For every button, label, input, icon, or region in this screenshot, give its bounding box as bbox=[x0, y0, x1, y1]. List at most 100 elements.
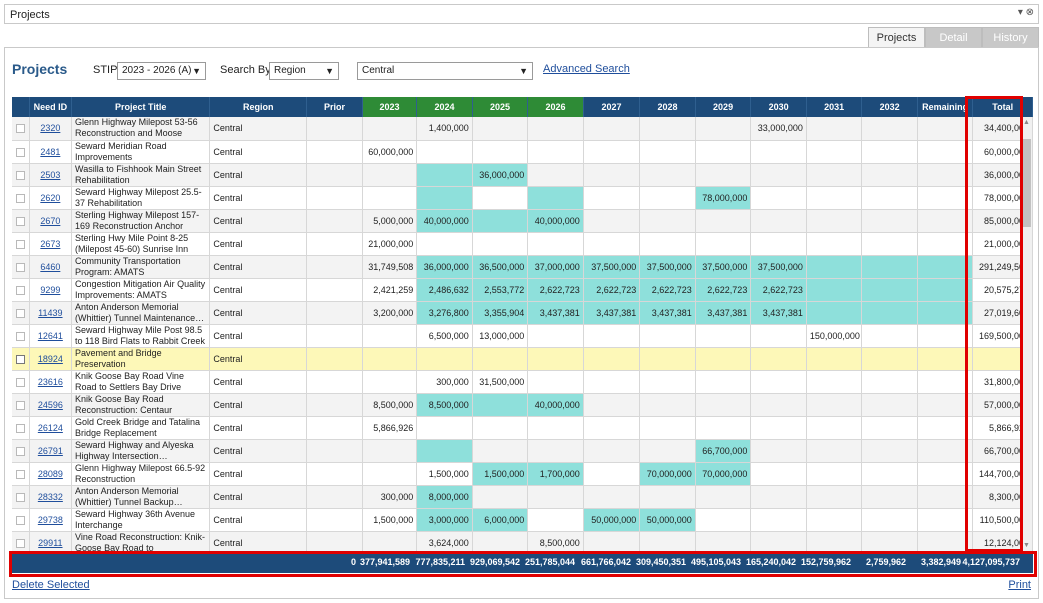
stip-select[interactable]: 2023 - 2026 (A) ▼ bbox=[117, 62, 206, 80]
print-link[interactable]: Print bbox=[1008, 579, 1031, 591]
project-title-cell: Congestion Mitigation Air Quality Improv… bbox=[71, 278, 211, 302]
amount-cell bbox=[306, 508, 363, 532]
col-header-2031[interactable]: 2031 bbox=[806, 97, 863, 117]
col-header-2024[interactable]: 2024 bbox=[416, 97, 473, 117]
row-checkbox[interactable] bbox=[15, 239, 25, 249]
need-id-link[interactable]: 2620 bbox=[29, 186, 73, 210]
row-checkbox[interactable] bbox=[15, 147, 25, 157]
need-id-link[interactable]: 28089 bbox=[29, 462, 73, 486]
table-row[interactable]: 29911 Vine Road Reconstruction: Knik-Goos… bbox=[12, 531, 1033, 555]
need-id-link[interactable]: 18924 bbox=[29, 347, 73, 371]
amount-cell bbox=[750, 140, 807, 164]
table-row[interactable]: 18924 Pavement and Bridge Preservation Cen… bbox=[12, 347, 1033, 371]
table-row[interactable]: 6460 Community Transportation Program: AM… bbox=[12, 255, 1033, 279]
row-checkbox[interactable] bbox=[15, 515, 25, 525]
row-checkbox[interactable] bbox=[15, 492, 25, 502]
scrollbar-thumb[interactable] bbox=[1023, 139, 1031, 227]
col-header-2030[interactable]: 2030 bbox=[750, 97, 807, 117]
row-checkbox[interactable] bbox=[15, 446, 25, 456]
row-checkbox[interactable] bbox=[15, 400, 25, 410]
col-header-project-title[interactable]: Project Title bbox=[71, 97, 211, 117]
advanced-search-link[interactable]: Advanced Search bbox=[543, 63, 630, 75]
col-header-region[interactable]: Region bbox=[209, 97, 308, 117]
amount-cell bbox=[639, 393, 696, 417]
row-checkbox[interactable] bbox=[15, 423, 25, 433]
col-header-need-id[interactable]: Need ID bbox=[29, 97, 73, 117]
table-row[interactable]: 26124 Gold Creek Bridge and Tatalina Brid… bbox=[12, 416, 1033, 440]
col-header-remaining[interactable]: Remaining bbox=[917, 97, 974, 117]
table-row[interactable]: 28332 Anton Anderson Memorial (Whittier) … bbox=[12, 485, 1033, 509]
amount-cell bbox=[695, 140, 752, 164]
need-id-link[interactable]: 2673 bbox=[29, 232, 73, 256]
col-header-2026[interactable]: 2026 bbox=[527, 97, 584, 117]
need-id-link[interactable]: 26124 bbox=[29, 416, 73, 440]
row-checkbox[interactable] bbox=[15, 331, 25, 341]
col-header-2025[interactable]: 2025 bbox=[472, 97, 529, 117]
table-row[interactable]: 24596 Knik Goose Bay Road Reconstruction:… bbox=[12, 393, 1033, 417]
delete-selected-link[interactable]: Delete Selected bbox=[12, 579, 90, 591]
row-checkbox[interactable] bbox=[15, 216, 25, 226]
table-row[interactable]: 2481 Seward Meridian Road Improvements Cen… bbox=[12, 140, 1033, 164]
need-id-link[interactable]: 24596 bbox=[29, 393, 73, 417]
amount-cell bbox=[917, 508, 974, 532]
search-by-select[interactable]: Region ▼ bbox=[269, 62, 339, 80]
need-id-link[interactable]: 9299 bbox=[29, 278, 73, 302]
row-checkbox[interactable] bbox=[15, 285, 25, 295]
need-id-link[interactable]: 2670 bbox=[29, 209, 73, 233]
window-controls-icon[interactable]: ▾ ⊗ bbox=[1017, 7, 1034, 18]
need-id-link[interactable]: 23616 bbox=[29, 370, 73, 394]
need-id-link[interactable]: 2503 bbox=[29, 163, 73, 187]
tab-history[interactable]: History bbox=[982, 27, 1039, 48]
project-title-cell: Seward Highway and Alyeska Highway Inter… bbox=[71, 439, 211, 463]
col-header-2027[interactable]: 2027 bbox=[583, 97, 641, 117]
amount-cell bbox=[806, 232, 863, 256]
table-row[interactable]: 9299 Congestion Mitigation Air Quality Im… bbox=[12, 278, 1033, 302]
need-id-link[interactable]: 28332 bbox=[29, 485, 73, 509]
scroll-down-icon[interactable]: ▼ bbox=[1023, 542, 1030, 549]
row-checkbox[interactable] bbox=[15, 354, 25, 364]
amount-cell bbox=[527, 416, 584, 440]
col-header-2028[interactable]: 2028 bbox=[639, 97, 696, 117]
amount-cell: 13,000,000 bbox=[472, 324, 529, 348]
row-checkbox[interactable] bbox=[15, 308, 25, 318]
amount-cell bbox=[917, 485, 974, 509]
tab-detail[interactable]: Detail bbox=[925, 27, 982, 48]
need-id-link[interactable]: 2481 bbox=[29, 140, 73, 164]
row-checkbox[interactable] bbox=[15, 124, 25, 134]
need-id-link[interactable]: 11439 bbox=[29, 301, 73, 325]
need-id-link[interactable]: 26791 bbox=[29, 439, 73, 463]
table-row[interactable]: 2673 Sterling Hwy Mile Point 8-25 (Milepo… bbox=[12, 232, 1033, 256]
table-row[interactable]: 2503 Wasilla to Fishhook Main Street Reha… bbox=[12, 163, 1033, 187]
table-row[interactable]: 26791 Seward Highway and Alyeska Highway … bbox=[12, 439, 1033, 463]
scroll-up-icon[interactable]: ▲ bbox=[1023, 119, 1030, 126]
table-row[interactable]: 2620 Seward Highway Milepost 25.5-37 Reha… bbox=[12, 186, 1033, 210]
need-id-link[interactable]: 2320 bbox=[29, 117, 73, 141]
region-select[interactable]: Central ▼ bbox=[357, 62, 533, 80]
row-checkbox[interactable] bbox=[15, 469, 25, 479]
row-checkbox[interactable] bbox=[15, 538, 25, 548]
need-id-link[interactable]: 29738 bbox=[29, 508, 73, 532]
table-row[interactable]: 28089 Glenn Highway Milepost 66.5-92 Reco… bbox=[12, 462, 1033, 486]
table-scrollbar[interactable]: ▲ ▼ bbox=[1022, 117, 1032, 551]
need-id-link[interactable]: 12641 bbox=[29, 324, 73, 348]
tab-projects[interactable]: Projects bbox=[868, 27, 925, 48]
amount-cell bbox=[527, 370, 584, 394]
table-row[interactable]: 2320 Glenn Highway Milepost 53-56 Reconst… bbox=[12, 117, 1033, 141]
table-row[interactable]: 11439 Anton Anderson Memorial (Whittier) … bbox=[12, 301, 1033, 325]
table-row[interactable]: 2670 Sterling Highway Milepost 157-169 Re… bbox=[12, 209, 1033, 233]
col-header-2023[interactable]: 2023 bbox=[362, 97, 418, 117]
need-id-link[interactable]: 6460 bbox=[29, 255, 73, 279]
table-row[interactable]: 23616 Knik Goose Bay Road Vine Road to Se… bbox=[12, 370, 1033, 394]
table-row[interactable]: 12641 Seward Highway Mile Post 98.5 to 11… bbox=[12, 324, 1033, 348]
col-header-2032[interactable]: 2032 bbox=[861, 97, 918, 117]
col-header-prior[interactable]: Prior bbox=[306, 97, 363, 117]
row-select-cell bbox=[12, 117, 30, 141]
col-header-total[interactable]: Total bbox=[972, 97, 1033, 117]
row-checkbox[interactable] bbox=[15, 377, 25, 387]
table-row[interactable]: 29738 Seward Highway 36th Avenue Intercha… bbox=[12, 508, 1033, 532]
row-checkbox[interactable] bbox=[15, 193, 25, 203]
row-checkbox[interactable] bbox=[15, 262, 25, 272]
need-id-link[interactable]: 29911 bbox=[29, 531, 73, 555]
row-checkbox[interactable] bbox=[15, 170, 25, 180]
col-header-2029[interactable]: 2029 bbox=[695, 97, 752, 117]
